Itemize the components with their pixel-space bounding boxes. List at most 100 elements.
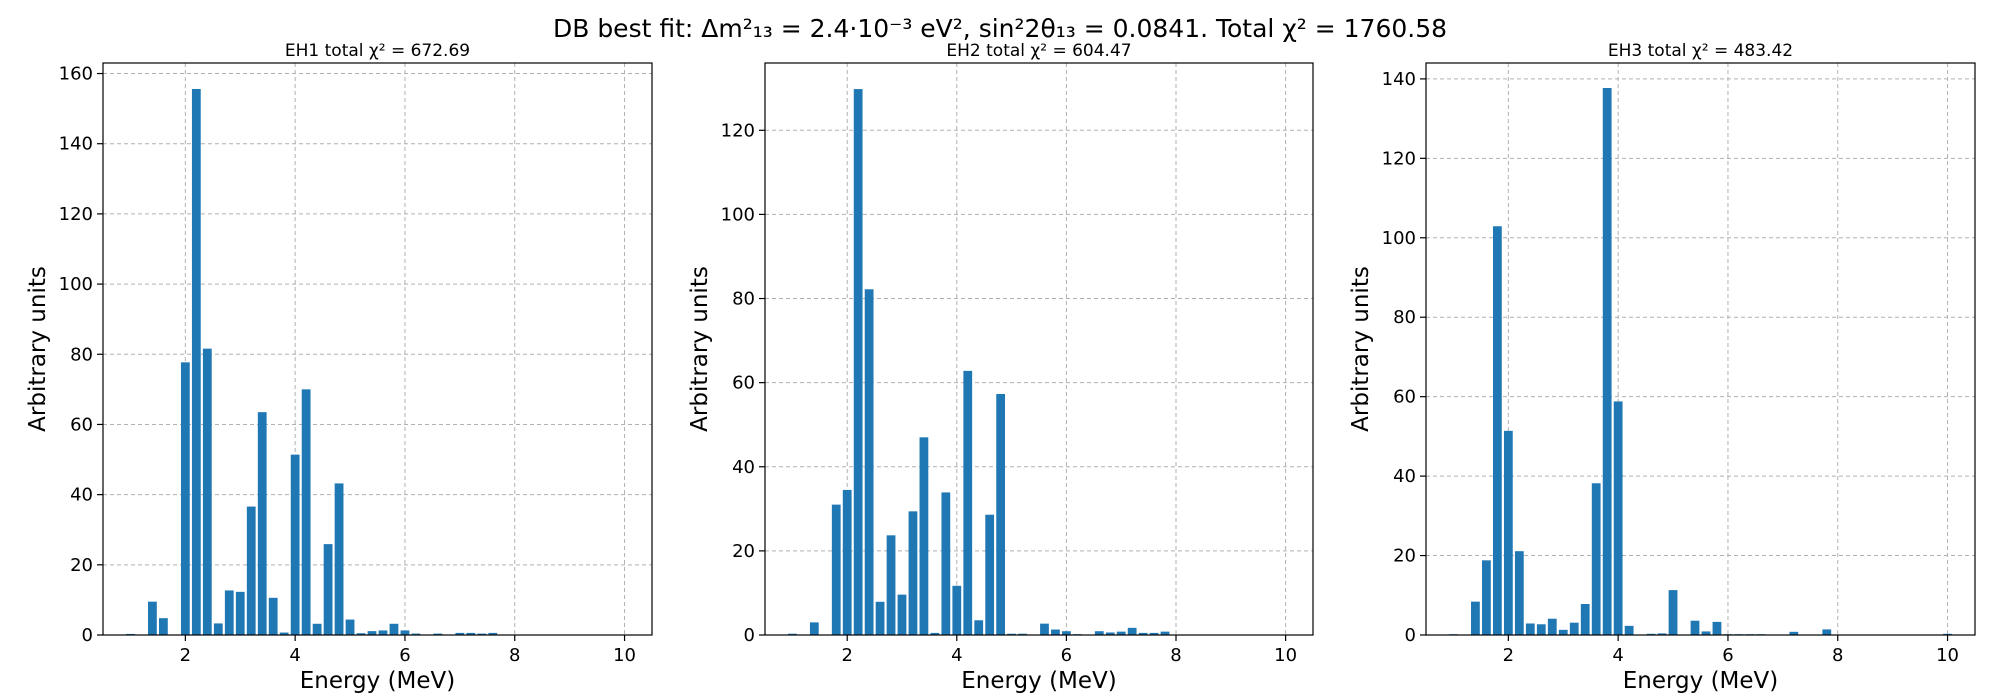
y-tick-label: 40 bbox=[732, 457, 755, 478]
bar-3-6 bbox=[1525, 623, 1535, 635]
bar-1-24 bbox=[411, 633, 421, 635]
y-tick-label: 100 bbox=[59, 274, 93, 295]
bar-2-25 bbox=[1094, 631, 1104, 635]
bar-3-5 bbox=[1514, 551, 1524, 635]
bar-3-4 bbox=[1503, 430, 1513, 635]
x-tick-label: 10 bbox=[1274, 645, 1297, 666]
bar-3-2 bbox=[1481, 560, 1491, 635]
chart-title: EH3 total χ² = 483.42 bbox=[1608, 41, 1793, 61]
chart-title: EH1 total χ² = 672.69 bbox=[285, 41, 470, 61]
bar-1-6 bbox=[213, 623, 223, 635]
bar-2-31 bbox=[1160, 631, 1170, 635]
bar-2-7 bbox=[886, 535, 896, 635]
bar-2-16 bbox=[985, 514, 995, 635]
bar-2-12 bbox=[941, 492, 951, 635]
bar-1-7 bbox=[224, 590, 234, 635]
y-tick-label: 20 bbox=[732, 541, 755, 562]
y-tick-label: 20 bbox=[70, 555, 93, 576]
bar-3-8 bbox=[1547, 618, 1557, 635]
bar-1-22 bbox=[389, 623, 399, 635]
bar-2-4 bbox=[853, 89, 863, 635]
bar-3-14 bbox=[1613, 401, 1623, 635]
bar-3-19 bbox=[1690, 620, 1700, 635]
y-tick-label: 80 bbox=[732, 289, 755, 310]
x-tick-label: 8 bbox=[1832, 645, 1843, 666]
axes-frame bbox=[1425, 62, 1976, 636]
y-tick-label: 60 bbox=[70, 414, 93, 435]
bar-2-9 bbox=[908, 511, 918, 635]
x-tick-label: 4 bbox=[951, 645, 962, 666]
bar-1-31 bbox=[488, 632, 498, 635]
bar-2-27 bbox=[1116, 631, 1126, 635]
bar-1-16 bbox=[323, 544, 333, 635]
bar-1-26 bbox=[433, 633, 443, 635]
bar-2-15 bbox=[974, 620, 984, 635]
y-tick-label: 80 bbox=[1393, 307, 1416, 328]
bar-1-29 bbox=[466, 632, 476, 635]
bar-1-10 bbox=[257, 412, 267, 635]
bar-2-1 bbox=[809, 622, 819, 635]
bar-3-1 bbox=[1471, 601, 1480, 635]
axes-frame bbox=[102, 62, 653, 636]
bar-1-21 bbox=[378, 630, 388, 635]
y-tick-label: 0 bbox=[82, 625, 93, 646]
bar-1-11 bbox=[268, 597, 278, 635]
bar-2-2 bbox=[831, 504, 841, 635]
x-tick-label: 2 bbox=[841, 645, 852, 666]
bar-2-3 bbox=[842, 489, 852, 635]
bar-2-22 bbox=[1062, 631, 1071, 635]
y-axis-label: Arbitrary units bbox=[1348, 266, 1374, 432]
bar-3-10 bbox=[1569, 622, 1579, 635]
x-tick-label: 6 bbox=[399, 645, 410, 666]
y-tick-label: 140 bbox=[59, 134, 93, 155]
bar-3-20 bbox=[1701, 631, 1711, 635]
y-tick-label: 80 bbox=[70, 344, 93, 365]
x-tick-label: 8 bbox=[509, 645, 520, 666]
bar-3-3 bbox=[1492, 226, 1502, 635]
bar-2-19 bbox=[1018, 633, 1027, 635]
x-axis-label: Energy (MeV) bbox=[300, 668, 456, 694]
y-axis-label: Arbitrary units bbox=[687, 266, 713, 432]
x-tick-label: 10 bbox=[613, 645, 636, 666]
bar-2-26 bbox=[1105, 632, 1115, 635]
bar-1-20 bbox=[367, 631, 377, 635]
bar-1-14 bbox=[301, 389, 311, 635]
y-tick-label: 100 bbox=[1382, 228, 1416, 249]
y-tick-label: 20 bbox=[1393, 546, 1416, 567]
y-tick-label: 100 bbox=[721, 204, 755, 225]
x-tick-label: 6 bbox=[1722, 645, 1733, 666]
bar-1-2 bbox=[158, 618, 168, 635]
bar-1-3 bbox=[180, 362, 190, 635]
bar-1-19 bbox=[356, 633, 366, 635]
y-tick-label: 60 bbox=[732, 373, 755, 394]
x-tick-label: 10 bbox=[1936, 645, 1959, 666]
bar-1-12 bbox=[279, 632, 289, 635]
bar-3-11 bbox=[1580, 604, 1590, 635]
bar-2-30 bbox=[1149, 632, 1159, 635]
x-tick-label: 4 bbox=[289, 645, 300, 666]
bar-3-27 bbox=[1789, 631, 1799, 635]
y-tick-label: 60 bbox=[1393, 387, 1416, 408]
bar-2-18 bbox=[1007, 633, 1016, 635]
y-tick-label: 120 bbox=[59, 204, 93, 225]
x-axis-label: Energy (MeV) bbox=[1623, 668, 1779, 694]
bar-1-23 bbox=[400, 630, 410, 635]
chart-title: EH2 total χ² = 604.47 bbox=[946, 41, 1131, 61]
y-tick-label: 0 bbox=[744, 625, 755, 646]
y-tick-label: 40 bbox=[1393, 466, 1416, 487]
bar-3-28 bbox=[1822, 629, 1832, 635]
bar-2-29 bbox=[1138, 632, 1148, 635]
figure-suptitle: DB best fit: Δm²₁₃ = 2.4·10⁻³ eV², sin²2… bbox=[553, 14, 1447, 43]
x-tick-label: 6 bbox=[1061, 645, 1072, 666]
x-axis-label: Energy (MeV) bbox=[961, 668, 1117, 694]
bar-2-10 bbox=[919, 437, 929, 635]
bar-3-21 bbox=[1712, 621, 1722, 635]
bar-1-4 bbox=[191, 88, 201, 636]
y-axis-label: Arbitrary units bbox=[25, 266, 51, 432]
bar-1-17 bbox=[334, 483, 344, 635]
bar-2-17 bbox=[996, 394, 1006, 635]
